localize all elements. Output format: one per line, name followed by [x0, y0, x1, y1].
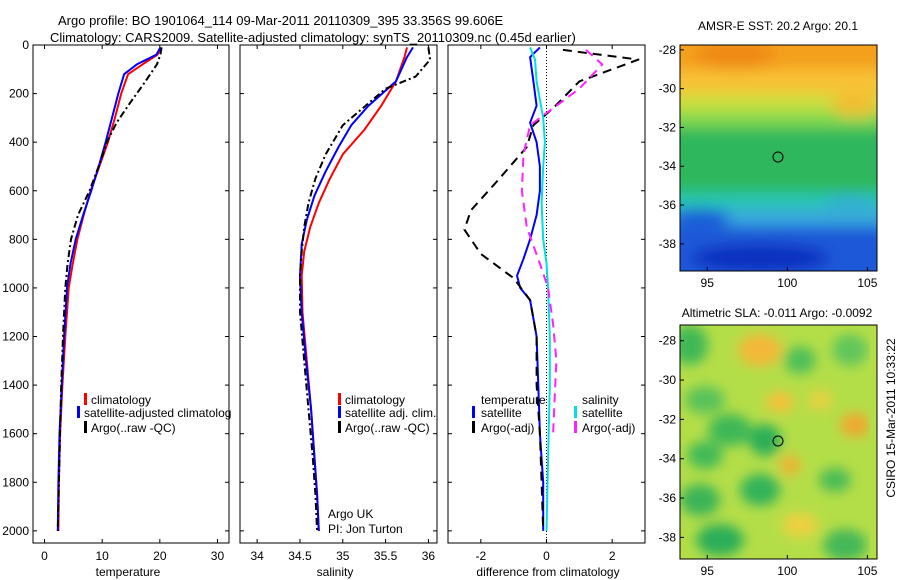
sst-map-title: AMSR-E SST: 20.2 Argo: 20.1	[698, 19, 858, 33]
legend-label-sal-argo: Argo(-adj)	[582, 421, 635, 435]
map-y-tick-label: -30	[659, 373, 677, 387]
map-x-tick-label: 95	[701, 564, 715, 578]
header-subtitle: Climatology: CARS2009. Satellite-adjuste…	[50, 30, 576, 45]
map-y-tick-label: -36	[659, 198, 677, 212]
series-temperature-argo-adj	[463, 48, 640, 531]
legend-label-argo: Argo(..raw -QC)	[345, 421, 430, 435]
series-salinity-argo-adj	[520, 49, 604, 434]
map-x-tick-label: 95	[701, 276, 715, 290]
y-tick-label: 1400	[2, 378, 29, 392]
legend-label-climatology: climatology	[91, 393, 151, 407]
legend-label-sal-satellite: satellite	[582, 406, 623, 420]
legend-swatch-argo	[338, 421, 341, 433]
series-argo-raw-qc	[56, 47, 163, 531]
map-y-tick-label: -30	[659, 82, 677, 96]
sst-map-axes: 95 100 105 -28 -30 -32 -34 -36 -38	[659, 43, 878, 290]
legend-label-argo: Argo(..raw -QC)	[91, 421, 176, 435]
y-tick-label: 200	[9, 87, 29, 101]
salinity-axes	[239, 44, 438, 544]
y-tick-label: 1000	[2, 281, 29, 295]
map-x-tick-label: 105	[857, 276, 877, 290]
header-title: Argo profile: BO 1901064_114 09-Mar-2011…	[58, 13, 504, 28]
temperature-axes	[32, 44, 230, 544]
x-tick-label: 34	[250, 549, 264, 563]
sla-float-marker	[772, 435, 784, 447]
sla-map-frame	[679, 324, 878, 560]
difference-plot: -2 0 2	[448, 44, 645, 563]
map-x-tick-label: 105	[857, 564, 877, 578]
x-tick-label: 34.5	[288, 549, 312, 563]
legend-label-satellite: satellite-adjusted climatolog	[84, 406, 231, 420]
argo-credit-line1: Argo UK	[328, 507, 373, 521]
legend-swatch-temp-satellite	[472, 406, 475, 418]
difference-xlabel: difference from climatology	[476, 565, 619, 579]
series-argo-raw-qc	[299, 47, 432, 531]
legend-header-temperature: temperature	[481, 393, 546, 407]
map-x-tick-label: 100	[777, 276, 797, 290]
sst-map	[680, 45, 877, 271]
salinity-plot: 34 34.5 35 35.5 36	[240, 44, 437, 563]
map-y-tick-label: -34	[659, 452, 677, 466]
map-x-tick-label: 100	[777, 564, 797, 578]
temperature-plot: 0 10 20 30 0 200 400 600 800 1000 1200 1400 1600 1800…	[2, 38, 229, 563]
legend-swatch-argo	[84, 421, 87, 433]
x-tick-label: 35.5	[374, 549, 398, 563]
sla-map-axes: 95 100 105 -28 -30 -32 -34 -36 -38	[659, 334, 878, 578]
x-tick-label: 36	[422, 549, 436, 563]
legend-swatch-satellite	[77, 406, 80, 418]
series-satellite-adj-clim	[299, 46, 414, 531]
map-y-tick-label: -38	[659, 530, 677, 544]
x-tick-label: -2	[475, 549, 486, 563]
y-tick-label: 1600	[2, 427, 29, 441]
y-tick-label: 1200	[2, 330, 29, 344]
sla-map	[680, 325, 877, 559]
x-tick-label: 0	[41, 549, 48, 563]
sst-float-marker	[772, 151, 784, 163]
x-tick-label: 35	[336, 549, 350, 563]
y-tick-label: 800	[9, 232, 29, 246]
series-salinity-satellite	[529, 47, 551, 531]
salinity-xlabel: salinity	[317, 565, 354, 579]
argo-credit-line2: PI: Jon Turton	[328, 522, 403, 536]
legend-swatch-sal-argo	[574, 421, 577, 433]
y-tick-label: 600	[9, 184, 29, 198]
x-tick-label: 2	[609, 549, 616, 563]
legend-label-satellite: satellite adj. clim.	[345, 406, 436, 420]
map-y-tick-label: -32	[659, 412, 677, 426]
map-y-tick-label: -38	[659, 237, 677, 251]
y-tick-label: 400	[9, 135, 29, 149]
legend-header-salinity: salinity	[582, 393, 619, 407]
sst-map-frame	[679, 44, 878, 272]
sla-map-title: Altimetric SLA: -0.011 Argo: -0.0092	[682, 306, 873, 320]
x-tick-label: 20	[153, 549, 167, 563]
map-y-tick-label: -36	[659, 491, 677, 505]
series-satellite-adjusted-climatolog	[56, 46, 162, 531]
map-y-tick-label: -34	[659, 159, 677, 173]
y-tick-label: 0	[22, 38, 29, 52]
legend-label-temp-satellite: satellite	[481, 406, 522, 420]
csiro-timestamp: CSIRO 15-Mar-2011 10:33:22	[884, 338, 898, 498]
legend-swatch-temp-argo	[472, 421, 475, 433]
legend-label-climatology: climatology	[345, 393, 405, 407]
legend-swatch-climatology	[84, 393, 87, 405]
x-tick-label: 10	[95, 549, 109, 563]
legend-swatch-climatology	[338, 393, 341, 405]
temperature-legend: climatology satellite-adjusted climatolo…	[77, 393, 231, 435]
y-tick-label: 1800	[2, 475, 29, 489]
legend-swatch-sal-satellite	[574, 406, 577, 418]
legend-swatch-satellite	[338, 406, 341, 418]
salinity-legend: climatology satellite adj. clim. Argo(..…	[338, 393, 436, 435]
map-y-tick-label: -32	[659, 120, 677, 134]
difference-legend: temperature salinity satellite Argo(-adj…	[472, 393, 635, 435]
map-y-tick-label: -28	[659, 43, 677, 57]
temperature-xlabel: temperature	[96, 565, 161, 579]
x-tick-label: 30	[211, 549, 225, 563]
map-y-tick-label: -28	[659, 334, 677, 348]
x-tick-label: 0	[543, 549, 550, 563]
legend-label-temp-argo: Argo(-adj)	[481, 421, 534, 435]
y-tick-label: 2000	[2, 524, 29, 538]
